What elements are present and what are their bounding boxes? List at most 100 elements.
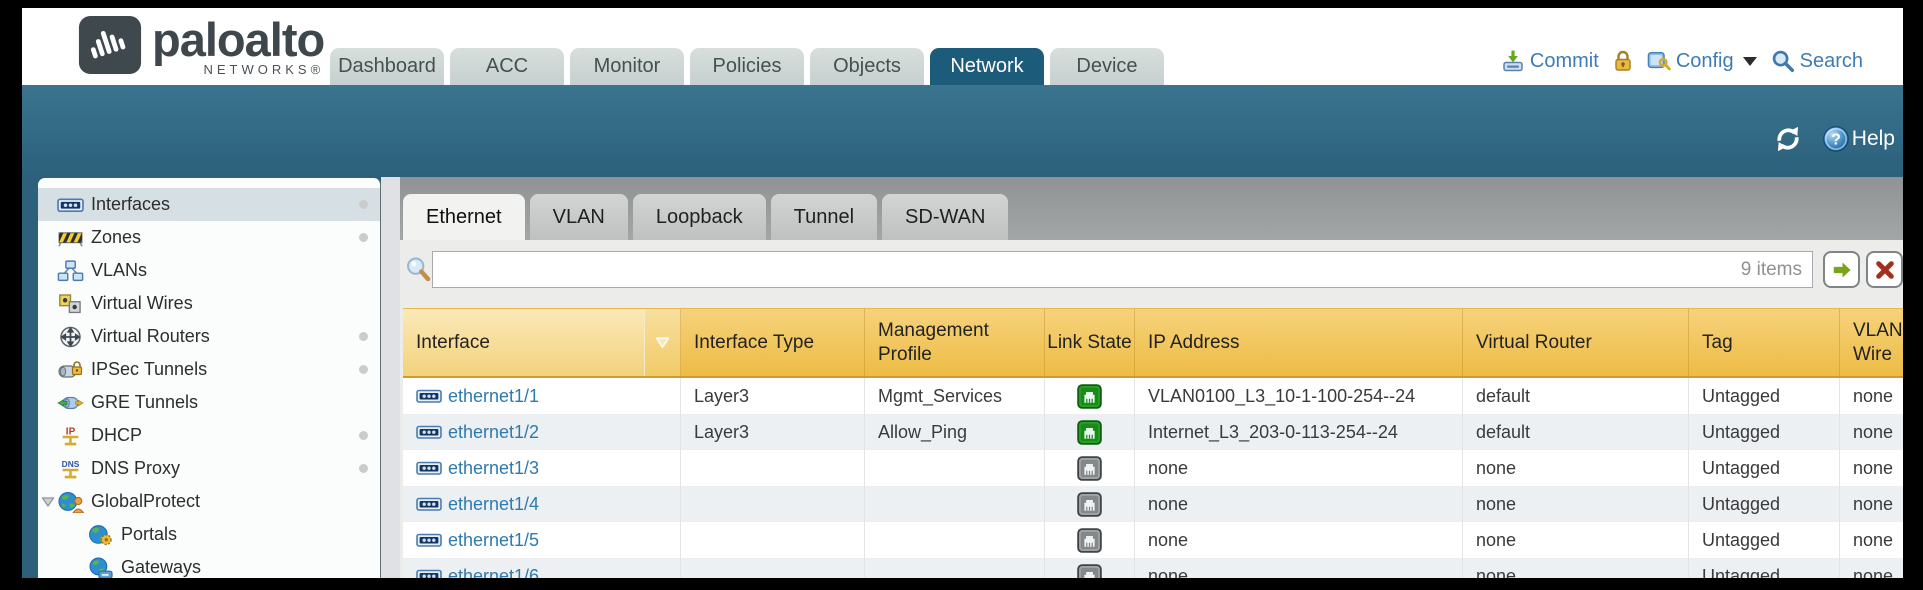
filter-row: 9 items (400, 250, 1903, 290)
nav-tab-objects[interactable]: Objects (810, 48, 924, 85)
tab-loopback[interactable]: Loopback (632, 194, 766, 240)
sidebar-item-ipsec-tunnels[interactable]: IPSec Tunnels (38, 353, 380, 386)
column-header-tag[interactable]: Tag (1689, 309, 1840, 376)
tab-ethernet[interactable]: Ethernet (403, 194, 525, 240)
sidebar-item-dhcp[interactable]: DHCP (38, 419, 380, 452)
table-row[interactable]: ethernet1/3 none none Untagged none (403, 450, 1903, 486)
logo-text: paloalto NETWORKS® (152, 13, 325, 78)
refresh-icon[interactable] (1774, 125, 1802, 153)
link-state-cell (1045, 558, 1135, 578)
commit-button[interactable]: Commit (1501, 49, 1599, 73)
tab-sd-wan[interactable]: SD-WAN (882, 194, 1009, 240)
virtual-wires-icon (57, 293, 84, 315)
main-nav-tabs: Dashboard ACC Monitor Policies Objects Networ… (330, 48, 1164, 85)
virtual-router-cell: none (1463, 558, 1689, 578)
chevron-down-icon (1742, 56, 1757, 66)
sidebar-item-label: DHCP (91, 425, 143, 445)
sidebar-item-virtual-routers[interactable]: Virtual Routers (38, 320, 380, 353)
nav-tab-acc[interactable]: ACC (450, 48, 564, 85)
sidebar-item-label: Virtual Wires (91, 293, 193, 313)
apply-filter-button[interactable] (1823, 251, 1860, 288)
interface-cell: ethernet1/4 (403, 486, 681, 522)
filter-input[interactable] (433, 252, 1741, 287)
table-row[interactable]: ethernet1/2 Layer3 Allow_Ping Internet_L3_2… (403, 414, 1903, 450)
tab-vlan[interactable]: VLAN (529, 194, 628, 240)
nav-tab-network[interactable]: Network (930, 48, 1044, 85)
column-header-vlan-wire[interactable]: VLAN / Virtual Wire (1840, 309, 1903, 376)
expand-triangle-icon[interactable] (41, 496, 55, 508)
search-button[interactable]: Search (1771, 49, 1863, 73)
sidebar-item-globalprotect[interactable]: GlobalProtect (38, 485, 380, 518)
sidebar-item-portals[interactable]: Portals (38, 518, 380, 551)
portals-icon (87, 524, 114, 546)
green-arrow-icon (1831, 259, 1853, 281)
column-header-ip-address[interactable]: IP Address (1135, 309, 1463, 376)
sidebar-item-virtual-wires[interactable]: Virtual Wires (38, 287, 380, 320)
help-label: Help (1851, 127, 1895, 150)
sidebar-item-label: GlobalProtect (91, 491, 201, 511)
vlan-wire-cell: none (1840, 486, 1903, 522)
sidebar-item-label: Portals (121, 524, 178, 544)
interface-link[interactable]: ethernet1/1 (448, 385, 540, 406)
main-area: Ethernet VLAN Loopback Tunnel SD-WAN 9 items (400, 177, 1903, 578)
table-row[interactable]: ethernet1/6 none none Untagged none (403, 558, 1903, 578)
interface-type-cell (681, 558, 865, 578)
interface-icon (416, 532, 442, 548)
table-row[interactable]: ethernet1/5 none none Untagged none (403, 522, 1903, 558)
tag-cell: Untagged (1689, 450, 1840, 486)
interface-icon (416, 496, 442, 512)
nav-tab-monitor[interactable]: Monitor (570, 48, 684, 85)
sidebar-item-gateways[interactable]: Gateways (38, 551, 380, 578)
tab-tunnel[interactable]: Tunnel (770, 194, 878, 240)
column-header-virtual-router[interactable]: Virtual Router (1463, 309, 1689, 376)
column-header-interface[interactable]: Interface (403, 309, 645, 376)
tag-cell: Untagged (1689, 522, 1840, 558)
lock-icon[interactable] (1613, 49, 1633, 73)
zones-icon (57, 227, 84, 249)
sidebar-item-gre-tunnels[interactable]: GRE Tunnels (38, 386, 380, 419)
config-menu[interactable]: Config (1647, 49, 1757, 73)
vlan-wire-cell: none (1840, 378, 1903, 414)
interface-cell: ethernet1/3 (403, 450, 681, 486)
ip-address-cell: none (1135, 450, 1463, 486)
interface-link[interactable]: ethernet1/4 (448, 493, 540, 514)
nav-tab-dashboard[interactable]: Dashboard (330, 48, 444, 85)
column-header-interface-type[interactable]: Interface Type (681, 309, 865, 376)
tag-cell: Untagged (1689, 414, 1840, 450)
brand-name: paloalto (152, 13, 325, 66)
clear-filter-button[interactable] (1866, 251, 1903, 288)
app-header: paloalto NETWORKS® Dashboard ACC Monitor Po… (22, 8, 1903, 85)
sidebar-item-dns-proxy[interactable]: DNS Proxy (38, 452, 380, 485)
column-header-link-state[interactable]: Link State (1045, 309, 1135, 376)
tag-cell: Untagged (1689, 486, 1840, 522)
management-profile-cell (865, 558, 1045, 578)
link-state-down-icon (1077, 492, 1102, 517)
link-state-down-icon (1077, 564, 1102, 579)
interface-link[interactable]: ethernet1/6 (448, 565, 540, 579)
header-utilities: Commit Config Search (1501, 49, 1863, 73)
table-row[interactable]: ethernet1/1 Layer3 Mgmt_Services VLAN0100_L… (403, 378, 1903, 414)
nav-tab-policies[interactable]: Policies (690, 48, 804, 85)
sidebar-item-label: GRE Tunnels (91, 392, 199, 412)
sidebar-item-vlans[interactable]: VLANs (38, 254, 380, 287)
table-row[interactable]: ethernet1/4 none none Untagged none (403, 486, 1903, 522)
link-state-up-icon (1077, 384, 1102, 409)
sidebar-item-interfaces[interactable]: Interfaces (38, 188, 380, 221)
interface-link[interactable]: ethernet1/2 (448, 421, 540, 442)
column-filter-dropdown[interactable] (645, 309, 681, 376)
sidebar-item-label: DNS Proxy (91, 458, 181, 478)
interface-link[interactable]: ethernet1/3 (448, 457, 540, 478)
interface-link[interactable]: ethernet1/5 (448, 529, 540, 550)
sidebar-item-zones[interactable]: Zones (38, 221, 380, 254)
column-header-management-profile[interactable]: Management Profile (865, 309, 1045, 376)
nav-tab-device[interactable]: Device (1050, 48, 1164, 85)
item-dot (359, 332, 368, 341)
vlan-wire-cell: none (1840, 558, 1903, 579)
sidebar-item-label: Gateways (121, 557, 202, 577)
sidebar-splitter[interactable] (381, 177, 400, 578)
help-button[interactable]: Help (1822, 125, 1895, 153)
content-area: Interfaces Zones VLANs Virtual Wires Virtual… (22, 177, 1903, 578)
link-state-cell (1045, 486, 1135, 522)
link-state-cell (1045, 522, 1135, 558)
